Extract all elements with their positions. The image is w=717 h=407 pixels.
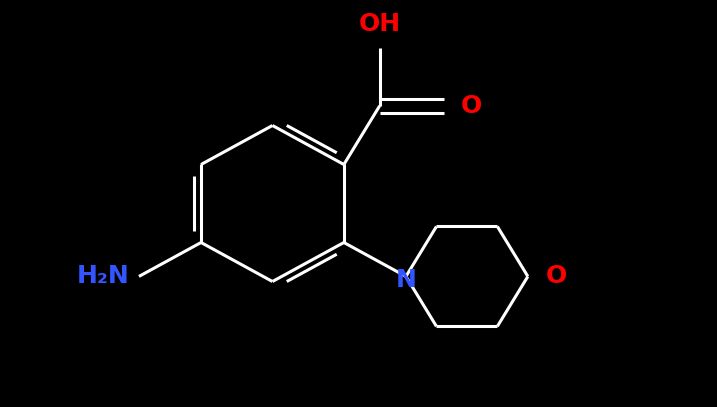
Text: O: O (546, 265, 567, 289)
Text: O: O (461, 94, 482, 118)
Text: OH: OH (358, 12, 401, 36)
Text: N: N (396, 268, 417, 292)
Text: H₂N: H₂N (77, 265, 130, 289)
